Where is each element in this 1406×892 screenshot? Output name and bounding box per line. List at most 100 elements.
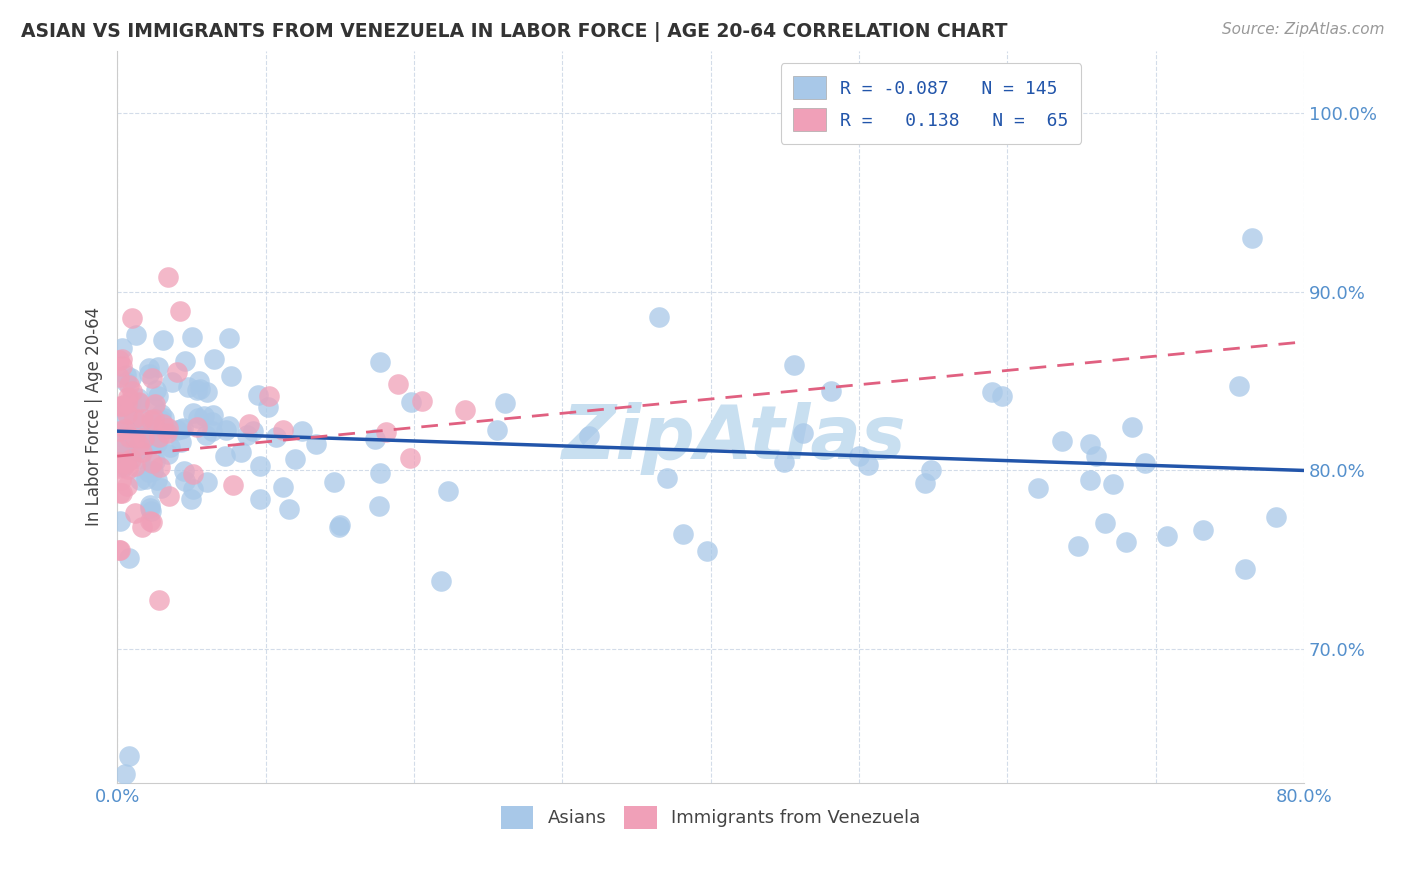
Point bbox=[848, 449, 870, 463]
Point bbox=[195, 475, 218, 489]
Point bbox=[132, 411, 155, 425]
Point bbox=[138, 367, 160, 381]
Point bbox=[114, 422, 136, 436]
Point bbox=[194, 427, 217, 442]
Point bbox=[218, 330, 240, 344]
Point bbox=[128, 438, 150, 452]
Point bbox=[181, 406, 204, 420]
Text: ASIAN VS IMMIGRANTS FROM VENEZUELA IN LABOR FORCE | AGE 20-64 CORRELATION CHART: ASIAN VS IMMIGRANTS FROM VENEZUELA IN LA… bbox=[21, 22, 1008, 42]
Point bbox=[125, 443, 148, 458]
Point bbox=[134, 426, 156, 441]
Point bbox=[141, 370, 163, 384]
Point bbox=[135, 472, 157, 486]
Point bbox=[122, 413, 145, 427]
Point bbox=[180, 492, 202, 507]
Point bbox=[169, 304, 191, 318]
Point bbox=[1050, 434, 1073, 448]
Point bbox=[323, 475, 346, 490]
Point bbox=[914, 476, 936, 491]
Point bbox=[219, 369, 242, 384]
Point bbox=[121, 310, 143, 325]
Point bbox=[150, 407, 173, 421]
Point bbox=[193, 409, 215, 423]
Point bbox=[792, 426, 814, 441]
Point bbox=[111, 424, 134, 438]
Point bbox=[114, 447, 136, 461]
Point bbox=[117, 396, 139, 410]
Point bbox=[257, 400, 280, 414]
Point bbox=[148, 359, 170, 374]
Point bbox=[114, 767, 136, 781]
Point bbox=[152, 417, 174, 431]
Point bbox=[159, 440, 181, 454]
Point bbox=[157, 489, 180, 503]
Point bbox=[1265, 510, 1288, 524]
Point bbox=[117, 414, 139, 428]
Point bbox=[454, 402, 477, 417]
Point bbox=[235, 427, 257, 442]
Point bbox=[648, 310, 671, 324]
Point bbox=[411, 394, 433, 409]
Point bbox=[110, 399, 132, 413]
Point bbox=[118, 550, 141, 565]
Point bbox=[145, 383, 167, 397]
Point bbox=[138, 465, 160, 479]
Point bbox=[117, 479, 139, 493]
Point bbox=[278, 501, 301, 516]
Point bbox=[156, 270, 179, 285]
Point bbox=[156, 426, 179, 441]
Point bbox=[1115, 535, 1137, 549]
Point bbox=[990, 389, 1012, 403]
Point bbox=[181, 467, 204, 482]
Point bbox=[1192, 523, 1215, 537]
Point bbox=[221, 477, 243, 491]
Point bbox=[141, 422, 163, 436]
Point bbox=[187, 410, 209, 425]
Point bbox=[328, 520, 350, 534]
Point bbox=[117, 390, 139, 404]
Point bbox=[145, 473, 167, 487]
Point bbox=[1067, 540, 1090, 554]
Point bbox=[160, 375, 183, 389]
Point bbox=[398, 450, 420, 465]
Point bbox=[181, 330, 204, 344]
Point bbox=[115, 435, 138, 450]
Point bbox=[118, 749, 141, 764]
Point bbox=[980, 384, 1002, 399]
Point bbox=[195, 384, 218, 399]
Point bbox=[249, 492, 271, 507]
Point bbox=[124, 431, 146, 445]
Point bbox=[170, 422, 193, 436]
Point bbox=[124, 507, 146, 521]
Point bbox=[177, 379, 200, 393]
Point bbox=[125, 396, 148, 410]
Text: ZipAtlas: ZipAtlas bbox=[562, 402, 907, 475]
Point bbox=[329, 518, 352, 533]
Point bbox=[436, 484, 458, 499]
Point bbox=[186, 383, 208, 397]
Point bbox=[117, 407, 139, 421]
Point bbox=[150, 481, 173, 495]
Point bbox=[146, 436, 169, 450]
Point bbox=[107, 424, 129, 438]
Point bbox=[215, 423, 238, 437]
Point bbox=[141, 456, 163, 470]
Point bbox=[1084, 450, 1107, 464]
Point bbox=[107, 370, 129, 384]
Point bbox=[201, 425, 224, 439]
Point bbox=[368, 467, 391, 481]
Point bbox=[1078, 473, 1101, 487]
Point bbox=[127, 391, 149, 405]
Point bbox=[142, 411, 165, 425]
Point bbox=[108, 514, 131, 528]
Point bbox=[152, 333, 174, 347]
Point bbox=[188, 374, 211, 388]
Point bbox=[485, 423, 508, 437]
Point bbox=[148, 430, 170, 444]
Point bbox=[118, 430, 141, 444]
Point bbox=[111, 359, 134, 374]
Point bbox=[139, 501, 162, 516]
Point bbox=[156, 447, 179, 461]
Point bbox=[202, 352, 225, 367]
Point bbox=[246, 388, 269, 402]
